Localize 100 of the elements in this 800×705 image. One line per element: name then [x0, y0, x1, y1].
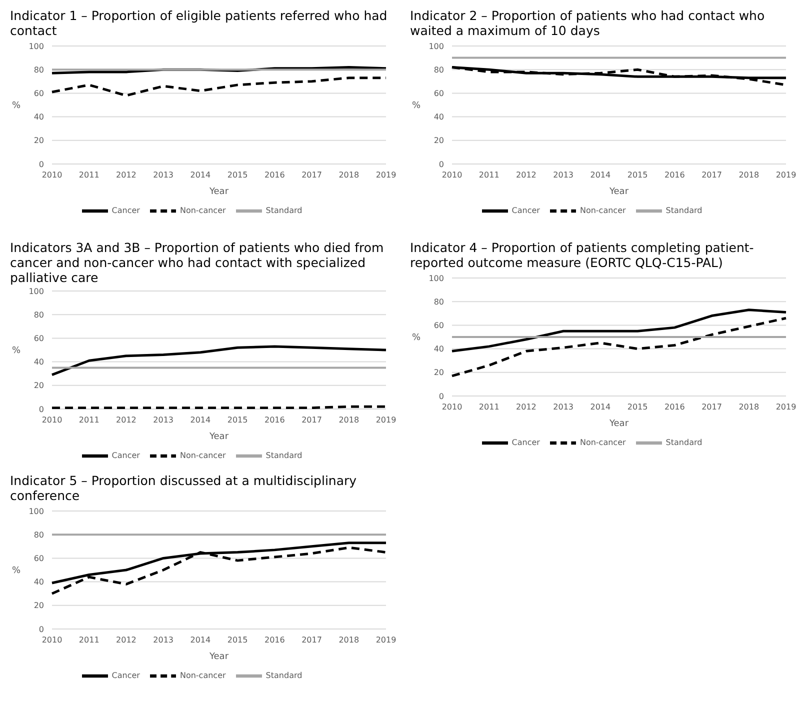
x-tick-label: 2017: [302, 416, 322, 425]
line-series: [450, 316, 788, 378]
legend-label: Non-cancer: [180, 671, 226, 680]
x-tick-label: 2019: [776, 170, 796, 180]
x-tick-label: 2011: [78, 636, 100, 645]
x-tick-label: 2012: [116, 416, 136, 425]
y-tick-label: 0: [438, 160, 444, 169]
line-series: [50, 345, 388, 376]
x-tick-label: 2011: [478, 402, 500, 412]
y-tick-label: 100: [28, 286, 44, 296]
x-tick-label: 2014: [190, 170, 211, 180]
x-tick-label: 2018: [738, 402, 760, 412]
y-tick-label: 100: [428, 42, 444, 51]
chart-title: Indicators 3A and 3B – Proportion of patients who died from cancer and non-cancer who had contact with specialized palliative care: [9, 240, 385, 285]
y-tick-label: 20: [434, 136, 444, 146]
x-tick-label: 2019: [376, 636, 396, 645]
legend-label: Cancer: [112, 206, 140, 216]
x-tick-label: 2010: [442, 170, 462, 180]
y-tick-label: 0: [38, 624, 44, 634]
y-tick-label: 20: [34, 601, 44, 610]
x-axis-title: Year: [208, 652, 229, 662]
x-axis-title: Year: [608, 187, 629, 197]
x-axis-title: Year: [208, 187, 229, 197]
x-tick-label: 2010: [42, 636, 62, 645]
x-tick-label: 2018: [738, 170, 760, 180]
x-tick-label: 2017: [702, 402, 722, 412]
y-axis-title: %: [12, 566, 21, 576]
y-tick-label: 0: [438, 392, 444, 401]
legend-label: Cancer: [112, 451, 140, 460]
x-tick-label: 2017: [302, 170, 322, 180]
x-tick-label: 2018: [338, 636, 360, 645]
x-tick-label: 2011: [478, 170, 500, 180]
x-tick-label: 2016: [664, 402, 685, 412]
x-tick-label: 2017: [302, 636, 322, 645]
x-tick-label: 2013: [553, 170, 574, 180]
x-tick-label: 2017: [702, 170, 722, 180]
y-tick-label: 40: [34, 358, 44, 367]
y-tick-label: 60: [434, 321, 444, 330]
x-tick-label: 2014: [190, 636, 211, 645]
legend-label: Cancer: [512, 438, 540, 448]
y-tick-label: 20: [434, 368, 444, 378]
x-tick-label: 2012: [516, 170, 536, 180]
x-tick-label: 2015: [627, 402, 648, 412]
y-axis-title: %: [12, 101, 21, 112]
y-tick-label: 100: [428, 274, 444, 283]
chart-title: Indicator 2 – Proportion of patients who had contact who waited a maximum of 10 days: [409, 8, 766, 40]
line-series: [450, 308, 788, 352]
y-tick-label: 20: [34, 381, 44, 390]
y-tick-label: 60: [34, 334, 44, 344]
x-tick-label: 2012: [116, 636, 136, 645]
y-tick-label: 0: [38, 160, 44, 169]
y-tick-label: 100: [28, 42, 44, 51]
y-tick-label: 80: [34, 310, 44, 320]
y-tick-label: 60: [34, 89, 44, 98]
x-tick-label: 2018: [338, 416, 360, 425]
chart-title: Indicator 1 – Proportion of eligible patients referred who had contact: [9, 8, 388, 40]
x-tick-label: 2016: [264, 170, 285, 180]
legend-label: Non-cancer: [580, 438, 626, 448]
legend-label: Non-cancer: [180, 451, 226, 460]
x-tick-label: 2015: [227, 170, 248, 180]
y-tick-label: 100: [28, 506, 44, 516]
x-tick-label: 2014: [190, 416, 211, 425]
x-tick-label: 2013: [153, 416, 174, 425]
x-tick-label: 2015: [227, 636, 248, 645]
x-tick-label: 2019: [776, 402, 796, 412]
y-tick-label: 80: [434, 297, 444, 306]
legend-label: Cancer: [112, 671, 140, 680]
y-tick-label: 40: [434, 344, 444, 354]
x-tick-label: 2019: [376, 170, 396, 180]
legend-label: Standard: [666, 438, 702, 448]
x-tick-label: 2010: [42, 416, 62, 425]
x-tick-label: 2015: [227, 416, 248, 425]
x-tick-label: 2014: [590, 402, 611, 412]
x-tick-label: 2013: [153, 636, 174, 645]
x-tick-label: 2016: [664, 170, 685, 180]
legend-label: Standard: [266, 451, 302, 460]
legend-label: Standard: [666, 206, 702, 216]
y-axis-title: %: [412, 101, 421, 112]
y-tick-label: 0: [38, 404, 44, 414]
y-tick-label: 60: [34, 554, 44, 564]
line-series: [50, 76, 388, 97]
x-tick-label: 2012: [516, 402, 536, 412]
legend-label: Cancer: [512, 206, 540, 216]
y-tick-label: 20: [34, 136, 44, 146]
y-tick-label: 40: [34, 112, 44, 122]
x-tick-label: 2015: [627, 170, 648, 180]
x-tick-label: 2012: [116, 170, 136, 180]
y-axis-title: %: [12, 346, 21, 356]
y-axis-title: %: [412, 333, 421, 344]
y-tick-label: 80: [34, 65, 44, 74]
y-tick-label: 80: [34, 530, 44, 540]
x-tick-label: 2011: [78, 170, 100, 180]
legend-label: Non-cancer: [580, 206, 626, 216]
chart-title: Indicator 4 – Proportion of patients completing patient-reported outcome measure (EORTC QLQ-C15-PAL): [409, 240, 755, 272]
x-tick-label: 2010: [42, 170, 62, 180]
chart-title: Indicator 5 – Proportion discussed at a multidisciplinary conference: [9, 473, 358, 505]
legend-label: Standard: [266, 206, 302, 216]
y-tick-label: 40: [34, 578, 44, 587]
legend-label: Standard: [266, 671, 302, 680]
y-tick-label: 40: [434, 112, 444, 122]
